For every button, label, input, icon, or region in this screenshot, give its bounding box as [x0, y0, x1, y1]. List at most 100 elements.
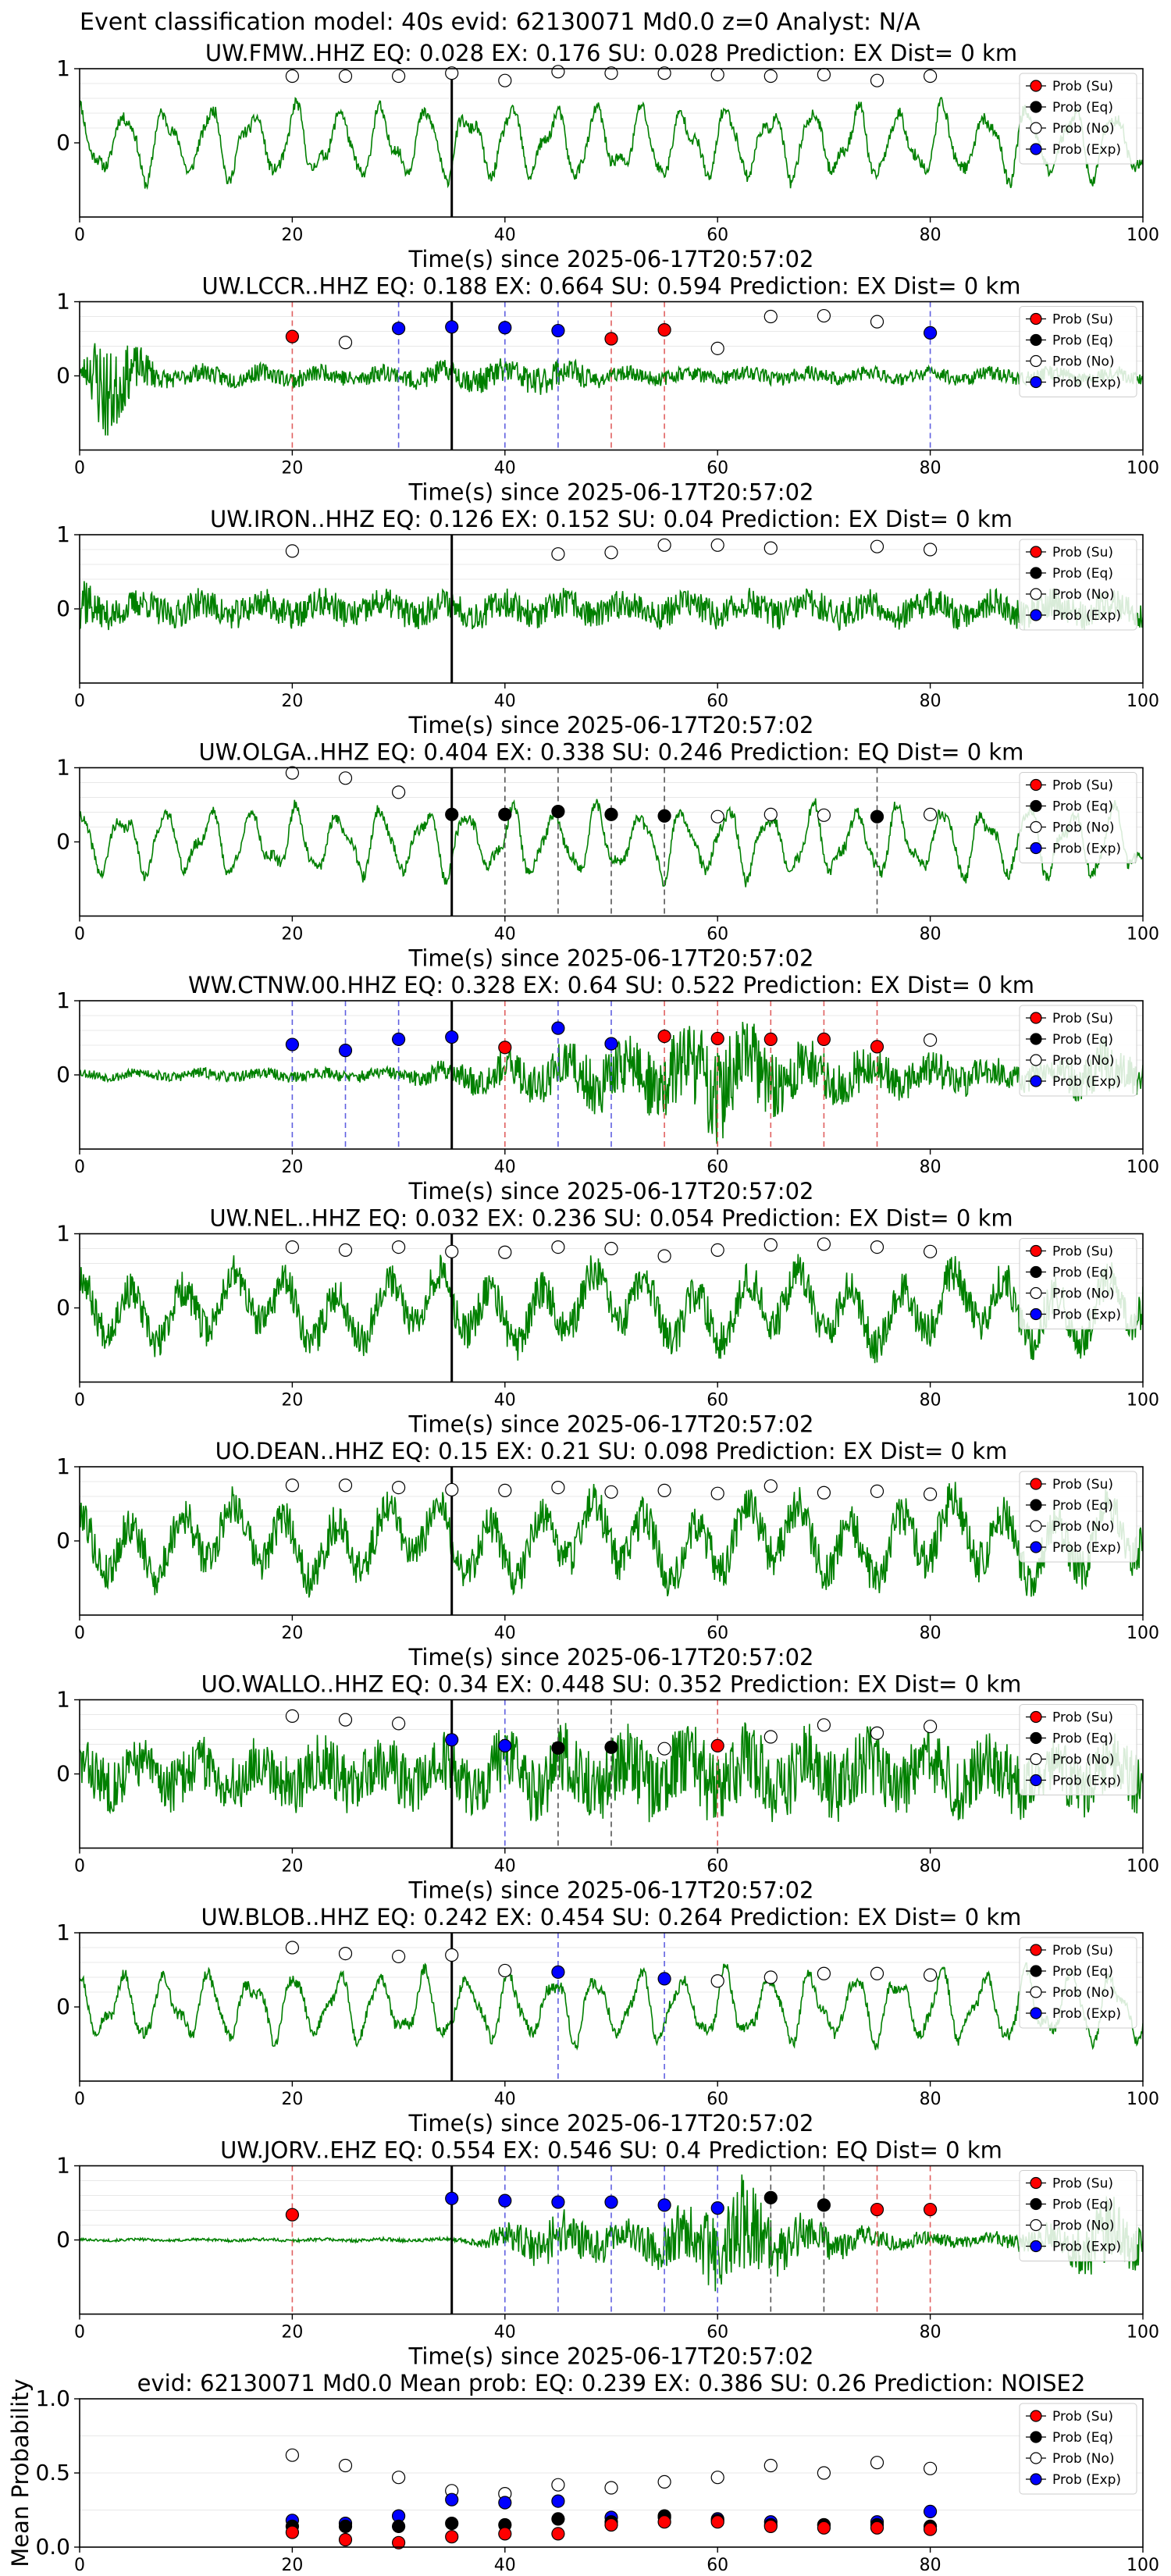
legend: Prob (Su) Prob (Eq) Prob (No) Prob (Exp) [1019, 1238, 1137, 1329]
legend-label-exp: Prob (Exp) [1052, 375, 1121, 391]
x-tick-label: 0 [74, 2323, 85, 2343]
prob-point-no [710, 341, 724, 355]
legend-label-su: Prob (Su) [1052, 312, 1113, 328]
prob-point-su [817, 2521, 831, 2535]
prob-point-no [870, 73, 884, 87]
legend-label-su: Prob (Su) [1052, 1477, 1113, 1493]
legend-marker-su [1030, 1012, 1042, 1024]
prob-point-no [604, 1485, 618, 1499]
prob-point-no [551, 2478, 565, 2492]
prob-point-su [551, 2527, 565, 2541]
x-tick-label: 100 [1127, 2323, 1159, 2343]
plot-area [80, 1699, 1143, 1848]
legend: Prob (Su) Prob (Eq) Prob (No) Prob (Exp) [1019, 772, 1137, 863]
legend-marker-exp [1030, 1308, 1042, 1321]
legend-label-su: Prob (Su) [1052, 1943, 1113, 1959]
x-tick-label: 20 [281, 1857, 303, 1877]
y-tick-label: 0.5 [35, 2460, 70, 2485]
x-tick-label: 80 [920, 2090, 941, 2109]
prob-point-exp [498, 2496, 512, 2510]
legend: Prob (Su) Prob (Eq) Prob (No) Prob (Exp) [1019, 73, 1137, 165]
plot-area [80, 1001, 1143, 1149]
prob-point-no [710, 538, 724, 552]
prob-point-exp [498, 2194, 512, 2208]
prob-point-no [551, 1480, 565, 1495]
x-tick-label: 40 [494, 692, 516, 711]
y-tick-label: 0.0 [35, 2534, 70, 2560]
prob-point-no [817, 1485, 831, 1500]
prob-point-no [604, 66, 618, 80]
x-axis-label: Time(s) since 2025-06-17T20:57:02 [408, 945, 814, 972]
prob-point-no [285, 544, 299, 558]
prob-point-no [657, 1742, 671, 1756]
legend-label-eq: Prob (Eq) [1052, 1731, 1113, 1747]
prob-point-exp [657, 1972, 671, 1986]
legend-label-no: Prob (No) [1052, 587, 1115, 603]
prob-point-eq [445, 2517, 459, 2531]
x-tick-label: 40 [494, 1624, 516, 1643]
panel-8: UO.WALLO..HHZ EQ: 0.34 EX: 0.448 SU: 0.3… [56, 1671, 1159, 1904]
legend-label-su: Prob (Su) [1052, 2409, 1113, 2425]
x-tick-label: 20 [281, 1624, 303, 1643]
legend-label-eq: Prob (Eq) [1052, 333, 1113, 349]
x-tick-label: 40 [494, 1158, 516, 1177]
x-axis-label: Time(s) since 2025-06-17T20:57:02 [408, 712, 814, 738]
prob-point-exp [392, 322, 406, 336]
legend-marker-no [1030, 1054, 1042, 1066]
legend-marker-eq [1030, 333, 1042, 347]
prob-point-no [763, 1479, 778, 1493]
prob-point-no [923, 69, 938, 84]
legend: Prob (Su) Prob (Eq) Prob (No) Prob (Exp) [1019, 1471, 1137, 1563]
prob-point-no [923, 2461, 938, 2475]
prob-point-no [392, 1480, 406, 1495]
x-tick-label: 0 [74, 1391, 85, 1411]
waveform-trace [80, 1722, 1143, 1823]
prob-point-no [392, 1240, 406, 1254]
legend-label-no: Prob (No) [1052, 1985, 1115, 2001]
legend-marker-su [1030, 312, 1042, 326]
x-tick-label: 100 [1127, 1857, 1159, 1877]
x-tick-label: 80 [920, 2556, 941, 2575]
y-tick-label: 1 [56, 1453, 70, 1479]
legend-label-no: Prob (No) [1052, 1519, 1115, 1535]
prob-point-no [498, 1245, 512, 1259]
x-tick-label: 60 [707, 459, 728, 479]
prob-point-no [923, 1033, 938, 1047]
prob-point-no [763, 1730, 778, 1744]
prob-point-no [817, 1237, 831, 1251]
x-tick-label: 100 [1127, 1624, 1159, 1643]
x-tick-label: 0 [74, 1857, 85, 1877]
y-tick-label: 0 [56, 2227, 70, 2253]
x-tick-label: 60 [707, 925, 728, 945]
prob-point-no [870, 539, 884, 553]
legend-marker-eq [1030, 1731, 1042, 1745]
y-tick-label: 0 [56, 596, 70, 621]
legend-marker-su [1030, 546, 1042, 558]
prob-point-su [870, 2521, 884, 2535]
prob-point-no [763, 1970, 778, 1984]
prob-point-exp [923, 2504, 938, 2518]
y-tick-label: 1 [56, 1221, 70, 1247]
prob-point-no [763, 69, 778, 84]
prob-point-no [445, 1948, 459, 1962]
panel-title: UW.OLGA..HHZ EQ: 0.404 EX: 0.338 SU: 0.2… [199, 739, 1024, 766]
panel-title: UW.IRON..HHZ EQ: 0.126 EX: 0.152 SU: 0.0… [210, 506, 1013, 532]
prob-point-su [923, 2202, 938, 2217]
legend-marker-exp [1030, 2240, 1042, 2253]
legend-marker-no [1030, 2452, 1042, 2464]
legend-marker-no [1030, 1520, 1042, 1532]
x-tick-label: 80 [920, 1624, 941, 1643]
legend-marker-exp [1030, 841, 1042, 855]
prob-point-no [763, 2458, 778, 2473]
prob-point-no [657, 538, 671, 552]
plot-area [80, 2165, 1143, 2314]
prob-point-su [445, 2530, 459, 2544]
prob-point-eq [870, 809, 884, 824]
prob-point-no [710, 67, 724, 82]
axes-frame [79, 1932, 1144, 2082]
legend: Prob (Su) Prob (Eq) Prob (No) Prob (Exp) [1019, 539, 1137, 631]
prob-point-no [604, 1241, 618, 1256]
prob-point-su [657, 2515, 671, 2529]
prob-point-no [870, 315, 884, 329]
